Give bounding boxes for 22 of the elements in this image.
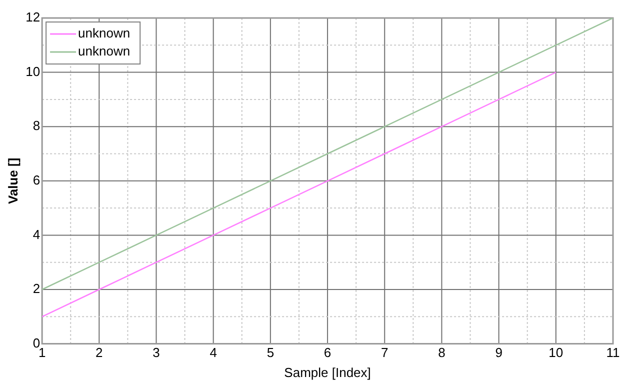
y-tick-label: 2 [32,281,40,296]
x-tick-label: 5 [266,345,274,360]
y-tick-label: 8 [32,118,40,134]
x-tick-label: 8 [438,345,446,360]
y-tick-label: 0 [32,335,40,350]
x-tick-label: 4 [210,345,217,360]
y-tick-label: 12 [26,10,40,25]
x-tick-label: 2 [96,345,103,360]
x-tick-label: 11 [606,345,620,360]
legend-label: unknown [78,26,130,41]
x-tick-label: 10 [548,345,564,360]
x-tick-label: 9 [495,345,502,360]
y-tick-label: 6 [32,172,40,188]
x-tick-label: 3 [152,345,160,360]
y-tick-label: 10 [26,64,40,79]
x-tick-label: 6 [324,345,332,360]
x-axis-title: Sample [Index] [284,364,371,380]
y-axis-title: Value [] [5,158,20,204]
y-tick-label: 4 [32,226,40,242]
legend-label: unknown [78,44,130,59]
x-tick-label: 1 [38,345,46,360]
x-tick-label: 7 [381,345,388,360]
